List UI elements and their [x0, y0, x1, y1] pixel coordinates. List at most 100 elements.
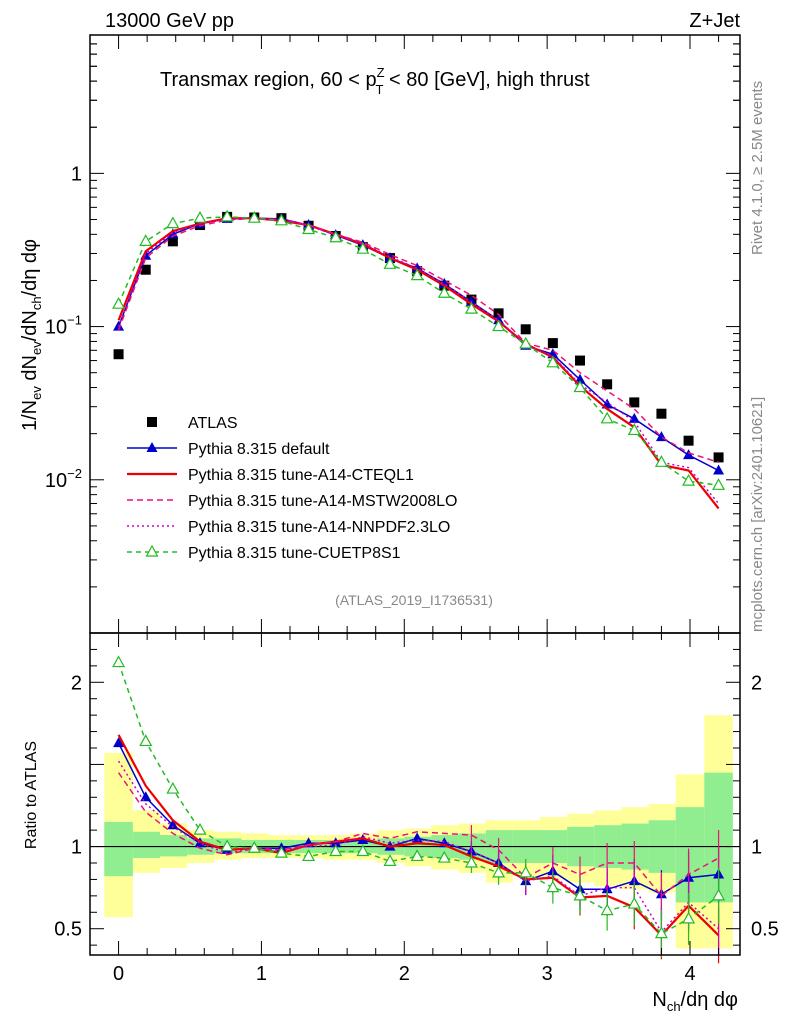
chart-title: Transmax region, 60 < pZ T < 80 [GeV], hi… [160, 65, 590, 97]
legend-label-pythia-8-315-tune-cuetp8s1: Pythia 8.315 tune-CUETP8S1 [188, 545, 401, 562]
ratio-point-pythia-8-315-tune-cuetp8s1 [627, 896, 641, 909]
ratio-point-pythia-8-315-tune-cuetp8s1 [220, 839, 234, 852]
main-point-atlas [493, 308, 504, 319]
main-point-atlas [520, 324, 531, 335]
ratio-point-pythia-8-315-tune-cuetp8s1 [302, 849, 316, 862]
ratio-point-pythia-8-315-tune-cuetp8s1 [247, 840, 261, 853]
ratio-point-pythia-8-315-tune-cuetp8s1 [356, 844, 370, 857]
ratio-band-green [132, 831, 160, 859]
main-axes: 1 10−1 10−2 [45, 34, 740, 634]
ratio-xtick-label: 0 [113, 963, 124, 985]
main-point-pythia-8-315-default [683, 449, 695, 460]
main-point-atlas [683, 435, 694, 446]
main-ytick-label: 10−1 [45, 313, 82, 339]
main-plot-frame [89, 34, 741, 634]
ratio-point-pythia-8-315-default [411, 832, 423, 843]
main-point-pythia-8-315-tune-cuetp8s1 [139, 234, 153, 246]
ratio-point-pythia-8-315-default [113, 737, 125, 748]
analysis-id: (ATLAS_2019_I1736531) [335, 592, 493, 608]
ratio-point-pythia-8-315-tune-cuetp8s1 [274, 845, 288, 858]
main-line-pythia-8-315-tune-cuetp8s1 [117, 216, 719, 487]
legend-label-pythia-8-315-tune-a14-cteql1: Pythia 8.315 tune-A14-CTEQL1 [188, 467, 414, 484]
ratio-plot-frame [89, 632, 741, 956]
legend: ATLAS Pythia 8.315 default Pythia 8.315 tu… [127, 415, 457, 562]
ratio-point-pythia-8-315-tune-cuetp8s1 [383, 854, 397, 866]
ratio-point-pythia-8-315-default [140, 791, 152, 802]
ratio-xtick-label: 1 [256, 963, 267, 985]
main-point-pythia-8-315-tune-cuetp8s1 [546, 355, 560, 368]
ratio-ytick-label-right: 0.5 [751, 919, 779, 941]
ratio-band-green [104, 821, 133, 877]
ratio-line-pythia-8-315-tune-a14-nnpdf2-3lo [117, 760, 720, 934]
title-part-b: < 80 [GeV], high thrust [384, 69, 591, 91]
ratio-point-pythia-8-315-tune-cuetp8s1 [600, 903, 614, 916]
main-point-atlas [629, 397, 640, 408]
main-point-atlas [547, 338, 558, 349]
main-point-pythia-8-315-tune-cuetp8s1 [112, 296, 126, 309]
legend-label-pythia-8-315-tune-a14-mstw2008lo: Pythia 8.315 tune-A14-MSTW2008LO [188, 493, 457, 510]
ratio-ytick-label-right: 2 [751, 672, 762, 694]
main-point-pythia-8-315-default [574, 373, 586, 384]
main-ylabel: 1/Nev dNev/dNch/dη dφ [19, 239, 44, 431]
main-point-pythia-8-315-tune-cuetp8s1 [519, 336, 533, 349]
main-point-pythia-8-315-tune-cuetp8s1 [573, 380, 587, 393]
main-point-pythia-8-315-tune-cuetp8s1 [464, 301, 478, 314]
ratio-line-pythia-8-315-tune-a14-cteql1 [117, 734, 720, 937]
legend-label-atlas: ATLAS [188, 415, 238, 432]
main-point-pythia-8-315-tune-cuetp8s1 [193, 210, 207, 223]
ratio-point-pythia-8-315-tune-cuetp8s1 [437, 850, 451, 863]
legend-marker-pythia-8-315-tune-cuetp8s1 [145, 544, 159, 557]
main-point-pythia-8-315-tune-cuetp8s1 [166, 216, 180, 229]
ratio-ytick-label: 2 [71, 672, 82, 694]
ratio-point-pythia-8-315-tune-cuetp8s1 [329, 844, 343, 857]
ratio-point-pythia-8-315-tune-cuetp8s1 [573, 888, 587, 901]
main-ytick-label: 10−2 [45, 466, 82, 492]
main-point-pythia-8-315-tune-cuetp8s1 [356, 241, 370, 254]
ratio-ytick-label: 0.5 [54, 919, 82, 941]
ratio-point-pythia-8-315-tune-cuetp8s1 [464, 855, 478, 868]
ratio-ylabel: Ratio to ATLAS [23, 741, 40, 849]
main-line-pythia-8-315-tune-a14-nnpdf2-3lo [117, 217, 720, 505]
main-point-atlas [575, 355, 585, 366]
x-axis-label: Nch/dη dφ [652, 989, 738, 1014]
legend-label-pythia-8-315-default: Pythia 8.315 default [188, 441, 330, 458]
ratio-point-pythia-8-315-tune-cuetp8s1 [139, 734, 153, 747]
ratio-point-pythia-8-315-tune-cuetp8s1 [654, 926, 668, 939]
legend-marker-pythia-8-315-default [146, 442, 158, 452]
ratio-xtick-label: 2 [399, 963, 410, 985]
legend-marker-atlas [147, 417, 157, 427]
main-point-pythia-8-315-tune-cuetp8s1 [712, 478, 726, 490]
main-series-group [112, 209, 726, 510]
main-point-pythia-8-315-tune-cuetp8s1 [410, 268, 424, 281]
main-point-pythia-8-315-tune-cuetp8s1 [682, 473, 696, 486]
legend-label-pythia-8-315-tune-a14-nnpdf2-3lo: Pythia 8.315 tune-A14-NNPDF2.3LO [188, 519, 450, 536]
main-point-atlas [656, 408, 667, 419]
main-line-pythia-8-315-tune-a14-cteql1 [117, 217, 720, 510]
main-point-atlas [167, 236, 178, 247]
main-point-pythia-8-315-default [713, 464, 725, 475]
ratio-axes: 0 1 2 3 4 0.5 0.5 1 1 2 2 [54, 633, 779, 985]
ratio-line-pythia-8-315-tune-cuetp8s1 [117, 662, 720, 935]
main-point-pythia-8-315-tune-cuetp8s1 [600, 411, 614, 424]
ratio-band-green [160, 835, 188, 857]
main-point-pythia-8-315-tune-cuetp8s1 [492, 319, 506, 332]
ratio-band-green [675, 807, 705, 903]
main-point-pythia-8-315-default [628, 412, 640, 423]
main-point-pythia-8-315-tune-cuetp8s1 [329, 230, 343, 243]
ratio-point-pythia-8-315-tune-cuetp8s1 [682, 911, 696, 924]
ratio-xtick-label: 4 [684, 963, 695, 985]
ratio-xtick-label: 3 [542, 963, 553, 985]
ratio-point-pythia-8-315-tune-cuetp8s1 [546, 880, 560, 893]
ratio-point-pythia-8-315-tune-cuetp8s1 [519, 865, 533, 878]
main-point-pythia-8-315-tune-cuetp8s1 [383, 257, 397, 269]
main-ytick-label: 1 [71, 163, 82, 185]
ratio-point-pythia-8-315-tune-cuetp8s1 [492, 865, 506, 878]
main-point-pythia-8-315-tune-cuetp8s1 [247, 210, 261, 223]
main-point-pythia-8-315-tune-cuetp8s1 [220, 209, 234, 222]
process-label: Z+Jet [689, 10, 740, 32]
title-sub: T [376, 82, 384, 97]
energy-label: 13000 GeV pp [105, 10, 234, 32]
main-point-atlas [140, 264, 151, 275]
ratio-point-pythia-8-315-tune-cuetp8s1 [166, 781, 180, 794]
main-point-pythia-8-315-tune-cuetp8s1 [437, 286, 451, 298]
